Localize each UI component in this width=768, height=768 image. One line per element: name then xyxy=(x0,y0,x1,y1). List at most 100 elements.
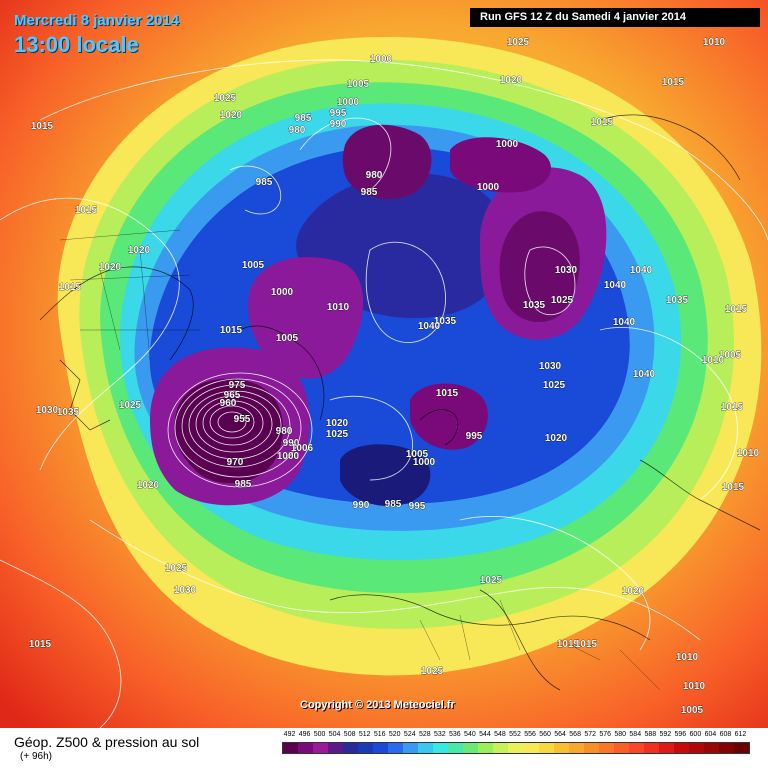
pressure-label: 1035 xyxy=(523,300,546,311)
legend-swatch xyxy=(298,743,314,753)
pressure-label: 1020 xyxy=(326,418,349,429)
pressure-label: 1000 xyxy=(337,97,360,108)
legend-value: 592 xyxy=(659,731,672,738)
pressure-label: 980 xyxy=(276,426,293,437)
low-atlantic xyxy=(340,444,431,506)
pressure-label: 1015 xyxy=(29,639,52,650)
forecast-date: Mercredi 8 janvier 2014 xyxy=(14,12,180,29)
legend-swatch xyxy=(328,743,344,753)
pressure-label: 1000 xyxy=(413,457,436,468)
legend-swatch xyxy=(388,743,404,753)
pressure-label: 1015 xyxy=(31,121,54,132)
footer-bar: Géop. Z500 & pression au sol (+ 96h) 492… xyxy=(0,728,768,768)
low-canada xyxy=(248,257,364,379)
pressure-label: 1025 xyxy=(214,93,237,104)
pressure-label: 1000 xyxy=(271,287,294,298)
legend-value: 492 xyxy=(283,731,296,738)
pressure-label: 1015 xyxy=(557,639,580,650)
legend-swatch xyxy=(568,743,584,753)
pressure-label: 1015 xyxy=(575,639,598,650)
legend-swatch xyxy=(673,743,689,753)
pressure-label: 1015 xyxy=(721,402,744,413)
legend-swatch xyxy=(658,743,674,753)
legend-swatch xyxy=(643,743,659,753)
pressure-label: 1020 xyxy=(220,110,243,121)
pressure-label: 1020 xyxy=(99,262,122,273)
legend-value: 568 xyxy=(569,731,581,738)
pressure-label: 1035 xyxy=(666,295,689,306)
legend-swatch xyxy=(718,743,734,753)
legend-value: 604 xyxy=(704,731,717,738)
pressure-label: 1020 xyxy=(622,586,645,597)
legend-swatch xyxy=(463,743,479,753)
pressure-label: 1025 xyxy=(507,37,530,48)
legend-value: 536 xyxy=(449,731,461,738)
pressure-label: 1020 xyxy=(500,75,523,86)
borders xyxy=(59,229,661,691)
legend-swatch xyxy=(628,743,644,753)
pressure-label: 1015 xyxy=(75,205,98,216)
legend-value: 572 xyxy=(584,731,596,738)
legend-swatch xyxy=(598,743,614,753)
legend-swatch xyxy=(403,743,419,753)
pressure-label: 1000 xyxy=(277,451,300,462)
legend-value: 520 xyxy=(388,731,401,738)
legend-value: 608 xyxy=(719,731,732,738)
pressure-label: 1015 xyxy=(220,325,243,336)
legend-swatch xyxy=(523,743,539,753)
pressure-label: 1040 xyxy=(604,280,627,291)
legend-value: 544 xyxy=(479,731,491,738)
legend-swatch xyxy=(373,743,389,753)
pressure-label: 1010 xyxy=(683,681,706,692)
low-scandinavia xyxy=(410,383,488,450)
pressure-label: 1015 xyxy=(591,117,614,128)
pressure-label: 980 xyxy=(289,125,306,136)
pressure-label: 990 xyxy=(353,500,370,511)
legend-value: 512 xyxy=(358,731,371,738)
pressure-label: 1015 xyxy=(436,388,459,399)
pressure-label: 1030 xyxy=(555,265,578,276)
pressure-label: 955 xyxy=(234,414,251,425)
pressure-label: 1020 xyxy=(128,245,151,256)
legend-value: 508 xyxy=(343,731,356,738)
legend-swatch xyxy=(358,743,374,753)
legend-swatch xyxy=(493,743,509,753)
pressure-label: 985 xyxy=(235,479,252,490)
pressure-label: 1005 xyxy=(719,350,742,361)
legend-swatch xyxy=(478,743,494,753)
legend-swatch xyxy=(283,743,299,753)
isobar-lines xyxy=(0,59,768,728)
legend-swatch xyxy=(688,743,704,753)
pressure-label: 965 xyxy=(224,390,241,401)
legend-value: 552 xyxy=(509,731,521,738)
pressure-label: 1040 xyxy=(613,317,636,328)
legend-swatch xyxy=(538,743,554,753)
pressure-label: 975 xyxy=(229,380,246,391)
legend-value: 524 xyxy=(403,731,416,738)
pressure-label: 985 xyxy=(256,177,273,188)
forecast-time: 13:00 locale xyxy=(14,32,139,57)
pressure-label: 1030 xyxy=(539,361,562,372)
pressure-label: 1010 xyxy=(737,448,760,459)
map-title: Géop. Z500 & pression au sol xyxy=(14,734,200,750)
pressure-label: 1025 xyxy=(543,380,566,391)
pressure-label: 1015 xyxy=(59,282,82,293)
pressure-label: 985 xyxy=(385,499,402,510)
legend-swatch xyxy=(448,743,464,753)
pressure-label: 1005 xyxy=(242,260,265,271)
pressure-label: 1010 xyxy=(676,652,699,663)
legend-swatch xyxy=(313,743,329,753)
legend-swatch xyxy=(343,743,359,753)
forecast-offset: (+ 96h) xyxy=(20,751,52,762)
pressure-label: 1005 xyxy=(406,449,429,460)
legend-swatch xyxy=(553,743,569,753)
model-run-label: Run GFS 12 Z du Samedi 4 janvier 2014 xyxy=(470,8,760,27)
legend-value: 548 xyxy=(494,731,506,738)
pressure-label: 1020 xyxy=(545,433,568,444)
pressure-label: 995 xyxy=(466,431,483,442)
legend-value: 504 xyxy=(328,731,341,738)
legend-value: 584 xyxy=(629,731,642,738)
color-legend xyxy=(282,742,750,754)
